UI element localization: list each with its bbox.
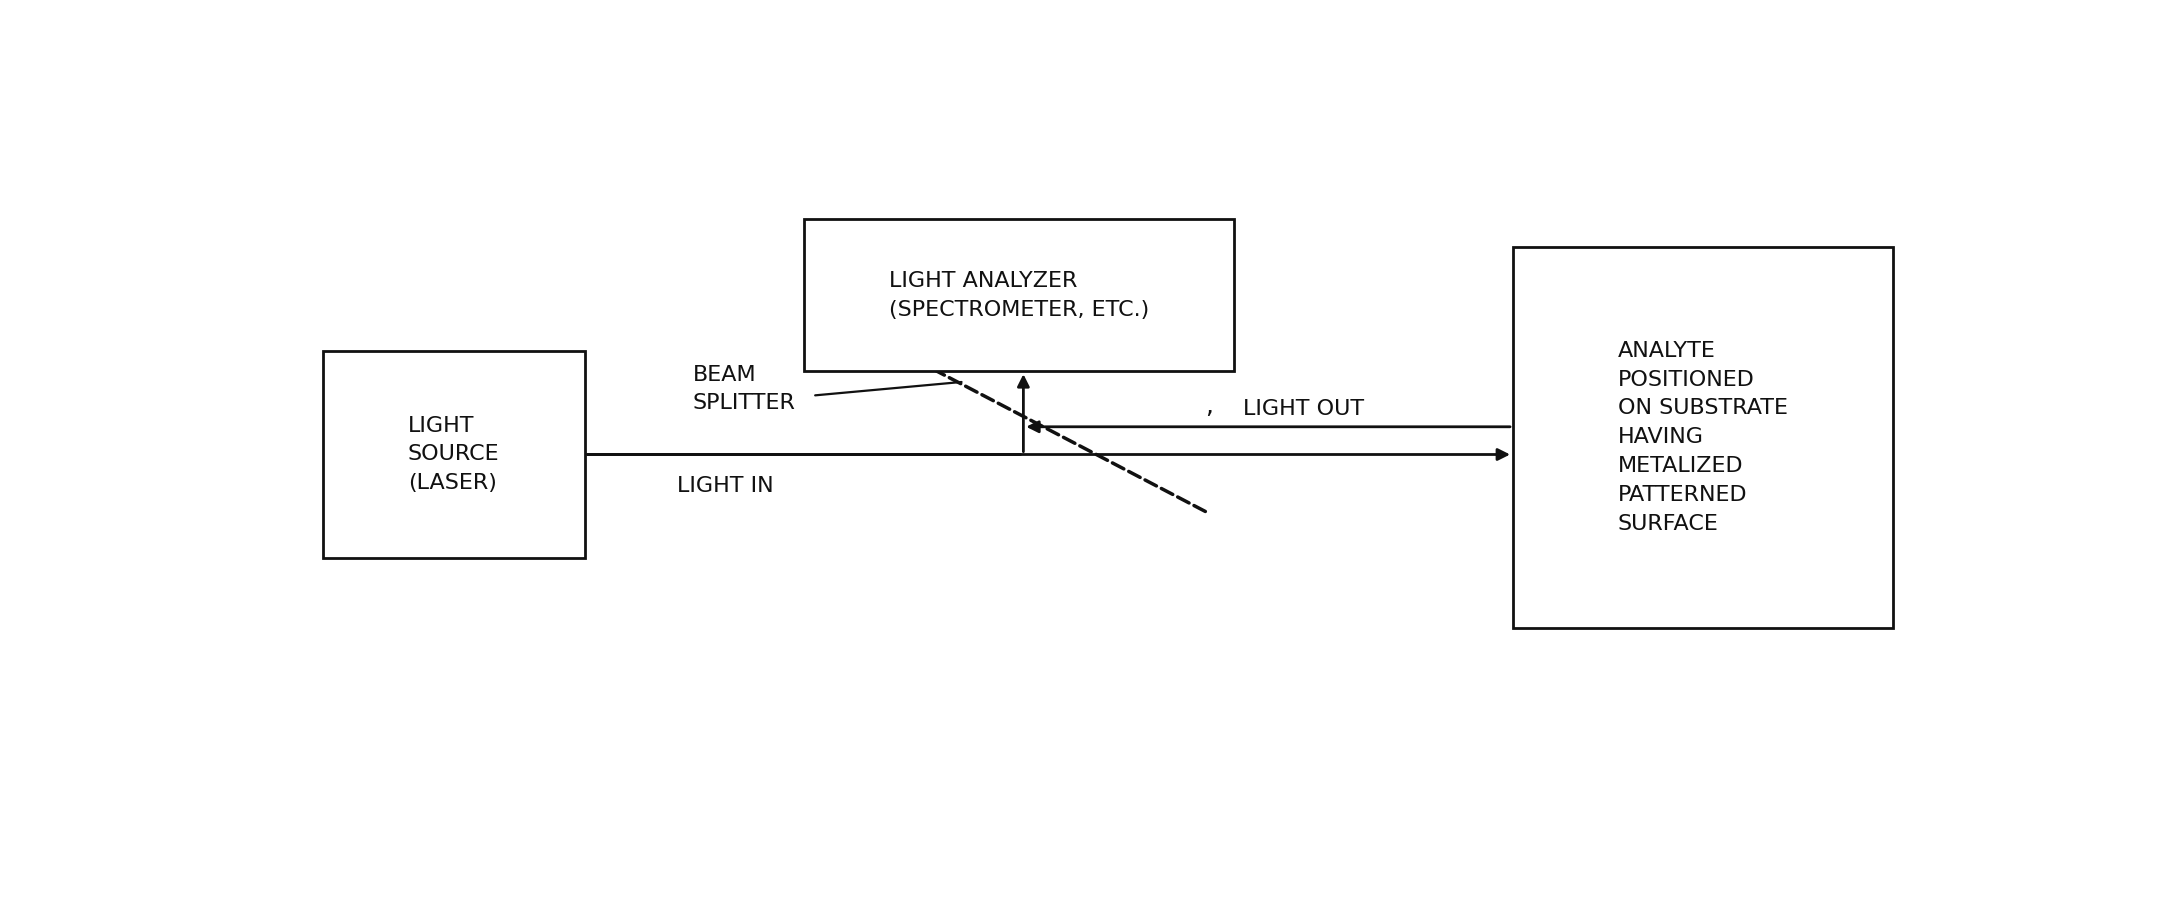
Text: LIGHT
SOURCE
(LASER): LIGHT SOURCE (LASER) [407, 416, 499, 493]
FancyBboxPatch shape [804, 219, 1235, 372]
Text: ,: , [1204, 394, 1213, 418]
Text: BEAM
SPLITTER: BEAM SPLITTER [693, 364, 795, 413]
Text: LIGHT OUT: LIGHT OUT [1244, 400, 1363, 419]
Text: LIGHT ANALYZER
(SPECTROMETER, ETC.): LIGHT ANALYZER (SPECTROMETER, ETC.) [889, 271, 1150, 320]
Text: ANALYTE
POSITIONED
ON SUBSTRATE
HAVING
METALIZED
PATTERNED
SURFACE: ANALYTE POSITIONED ON SUBSTRATE HAVING M… [1618, 341, 1788, 534]
FancyBboxPatch shape [1514, 247, 1893, 628]
FancyBboxPatch shape [322, 351, 584, 558]
Text: LIGHT IN: LIGHT IN [677, 476, 773, 496]
